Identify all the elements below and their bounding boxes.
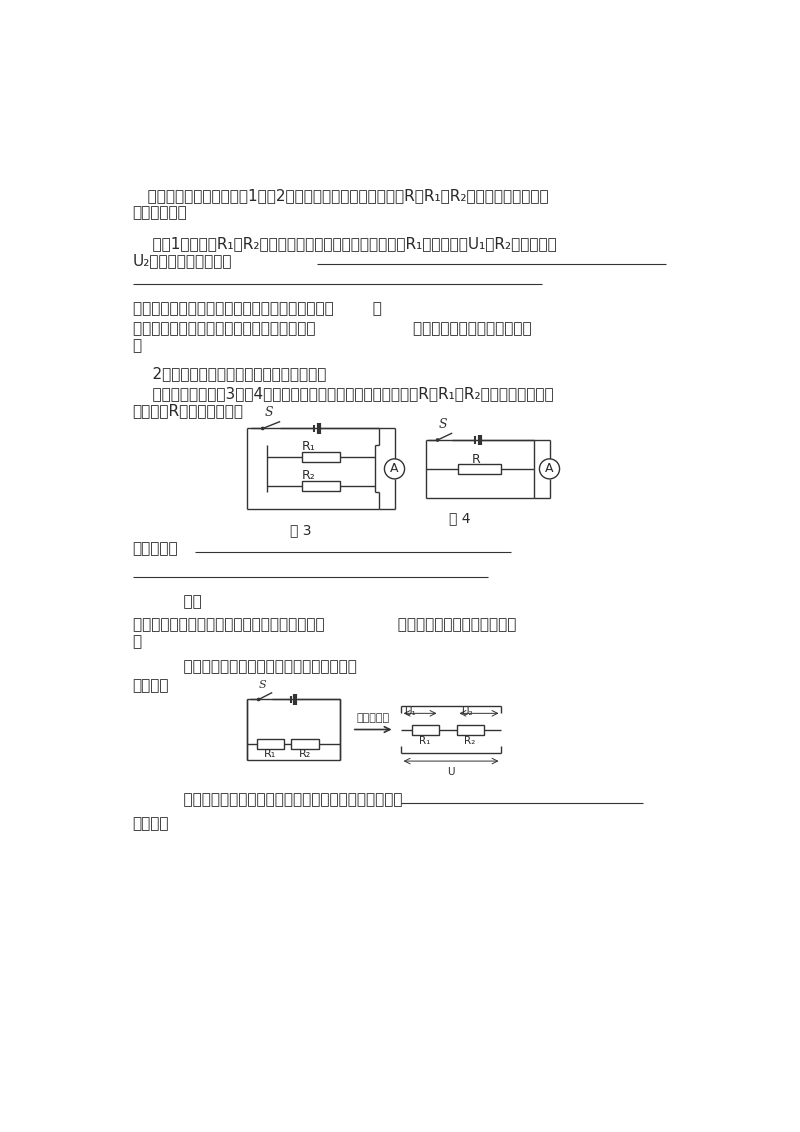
Text: U₁: U₁: [405, 708, 416, 718]
Circle shape: [539, 458, 559, 479]
Text: S: S: [259, 680, 266, 691]
Text: 图 3: 图 3: [290, 523, 311, 538]
Text: S: S: [438, 418, 447, 431]
Text: 2．并联电路中等效电阻与各分电阻的关系: 2．并联电路中等效电阻与各分电阻的关系: [133, 366, 326, 381]
Text: 图 4: 图 4: [449, 512, 470, 525]
Text: 串联电路: 串联电路: [133, 678, 169, 693]
Text: R₁: R₁: [419, 736, 430, 746]
Text: 如果电源电压相同，在图1和图2中电流表示数相同，可以认为R为R₁和R₂串联后的等效电阻，: 如果电源电压相同，在图1和图2中电流表示数相同，可以认为R为R₁和R₂串联后的等…: [133, 188, 548, 204]
Text: 也称总电阻。: 也称总电阻。: [133, 205, 187, 220]
Text: 推论：串联电路具有分压作用，电阻两端电压之比等于: 推论：串联电路具有分压作用，电阻两端电压之比等于: [163, 792, 534, 807]
Circle shape: [258, 698, 260, 701]
Text: 等效电阻电路如图3、图4所示。两个图中电流表示数相同，说明R和R₁、R₂并联的效果相同，: 等效电阻电路如图3、图4所示。两个图中电流表示数相同，说明R和R₁、R₂并联的效…: [133, 386, 553, 401]
Text: 。: 。: [133, 338, 142, 353]
Text: R: R: [472, 454, 481, 466]
Text: 可以认为R是其等效电阻。: 可以认为R是其等效电阻。: [133, 403, 243, 418]
Text: U: U: [447, 767, 454, 778]
Text: U₂: U₂: [461, 708, 473, 718]
Text: 推导过程：: 推导过程：: [133, 541, 178, 557]
Bar: [458, 464, 501, 474]
Text: 推论：并联电路中，总电阻比任何一个分电阻都               。并联后相当于增加了导体的: 推论：并联电路中，总电阻比任何一个分电阻都 。并联后相当于增加了导体的: [133, 617, 516, 632]
Text: 在图1中，因为R₁和R₂串联，因此通过它们的电流相同，设R₁两端电压为U₁，R₂两端电压为: 在图1中，因为R₁和R₂串联，因此通过它们的电流相同，设R₁两端电压为U₁，R₂…: [133, 235, 556, 251]
Bar: [411, 724, 439, 735]
Text: 。: 。: [133, 634, 142, 649]
Circle shape: [262, 427, 264, 430]
Text: R₂: R₂: [302, 470, 315, 482]
Text: 因此可以得到有串联电路总电阻和分电阻的关系：        ，: 因此可以得到有串联电路总电阻和分电阻的关系： ，: [133, 301, 382, 316]
Bar: [302, 481, 340, 491]
Text: 补充：串联电路和并联电路电阻规律的应用: 补充：串联电路和并联电路电阻规律的应用: [163, 660, 357, 675]
Bar: [457, 724, 485, 735]
Text: U₂，则有（推导过程）: U₂，则有（推导过程）: [133, 252, 232, 268]
Text: 等效电路图: 等效电路图: [357, 713, 390, 723]
Text: R₁: R₁: [302, 440, 315, 453]
Bar: [291, 739, 319, 749]
Text: S: S: [265, 406, 274, 419]
Circle shape: [385, 458, 405, 479]
Text: 并联电路: 并联电路: [133, 816, 169, 832]
Bar: [302, 452, 340, 462]
Text: 推论：串联电路的总电阻比任何一个分电阻都                    。串联后相当于增加了导体的: 推论：串联电路的总电阻比任何一个分电阻都 。串联后相当于增加了导体的: [133, 321, 531, 336]
Text: R₂: R₂: [299, 748, 311, 758]
Text: 即，: 即，: [163, 594, 202, 609]
Text: A: A: [390, 462, 398, 475]
Text: R₂: R₂: [464, 736, 475, 746]
Bar: [257, 739, 285, 749]
Text: A: A: [546, 462, 554, 475]
Text: R₁: R₁: [264, 748, 277, 758]
Circle shape: [437, 439, 438, 441]
